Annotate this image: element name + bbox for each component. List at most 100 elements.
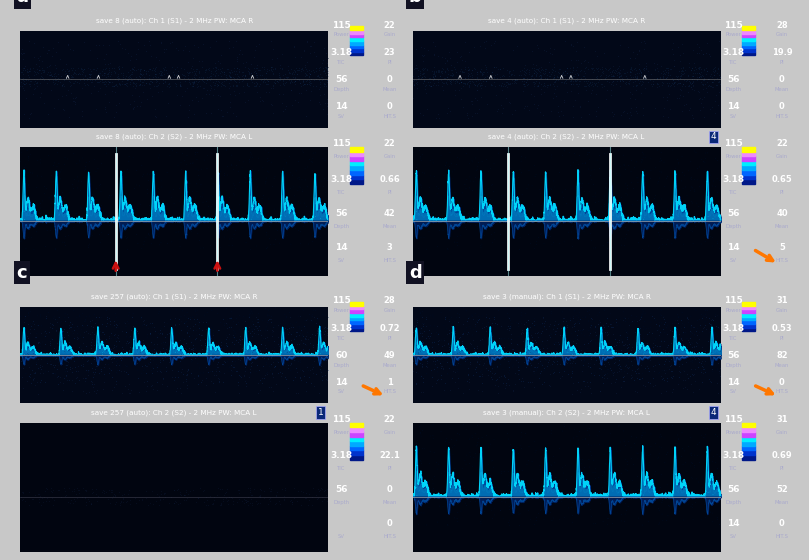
Point bbox=[685, 328, 698, 337]
Point bbox=[480, 64, 493, 73]
Point bbox=[671, 379, 684, 388]
Point bbox=[629, 386, 642, 395]
Point bbox=[706, 316, 719, 325]
Point bbox=[16, 384, 29, 393]
Point bbox=[206, 77, 219, 86]
Point bbox=[318, 341, 331, 350]
Point bbox=[239, 72, 252, 81]
Point bbox=[150, 332, 163, 341]
Point bbox=[463, 184, 476, 193]
Point bbox=[657, 337, 670, 346]
Point bbox=[519, 101, 532, 110]
Point bbox=[62, 201, 75, 210]
Point bbox=[530, 64, 543, 73]
Point bbox=[521, 73, 534, 82]
Point bbox=[300, 202, 313, 211]
Point bbox=[631, 345, 644, 354]
Text: 0: 0 bbox=[387, 485, 392, 494]
Point bbox=[83, 240, 96, 249]
Point bbox=[544, 329, 557, 338]
Point bbox=[711, 80, 724, 89]
Point bbox=[19, 360, 32, 369]
Point bbox=[474, 66, 487, 75]
Point bbox=[659, 346, 671, 354]
Point bbox=[609, 341, 622, 350]
Point bbox=[518, 80, 531, 89]
Point bbox=[254, 498, 267, 507]
Point bbox=[549, 222, 562, 231]
Point bbox=[307, 306, 320, 315]
Point bbox=[606, 77, 619, 86]
Point bbox=[278, 486, 291, 495]
Point bbox=[648, 194, 661, 203]
Point bbox=[218, 491, 231, 500]
Point bbox=[108, 353, 121, 362]
Point bbox=[560, 358, 573, 367]
Point bbox=[515, 466, 528, 475]
Point bbox=[204, 71, 217, 80]
Point bbox=[189, 306, 202, 315]
Point bbox=[663, 79, 676, 88]
Point bbox=[49, 354, 61, 363]
Point bbox=[548, 340, 561, 349]
Point bbox=[243, 338, 256, 347]
Point bbox=[565, 76, 578, 85]
Point bbox=[188, 74, 201, 83]
Point bbox=[131, 213, 144, 222]
Point bbox=[57, 75, 70, 84]
Point bbox=[73, 78, 86, 87]
Point bbox=[315, 362, 328, 371]
Point bbox=[84, 190, 97, 199]
Point bbox=[698, 320, 711, 329]
Point bbox=[313, 486, 326, 494]
Point bbox=[547, 80, 560, 89]
Point bbox=[197, 198, 210, 207]
Point bbox=[667, 357, 680, 366]
Point bbox=[618, 241, 631, 250]
Point bbox=[151, 377, 164, 386]
Point bbox=[543, 68, 556, 77]
Point bbox=[316, 63, 329, 72]
Point bbox=[36, 64, 49, 73]
Point bbox=[36, 338, 49, 347]
Point bbox=[599, 64, 612, 73]
Point bbox=[284, 329, 297, 338]
Point bbox=[32, 212, 45, 221]
Point bbox=[562, 228, 575, 237]
Point bbox=[168, 79, 181, 88]
Point bbox=[38, 333, 51, 342]
Point bbox=[96, 320, 109, 329]
Text: SV: SV bbox=[337, 389, 345, 394]
Point bbox=[693, 95, 705, 104]
Point bbox=[558, 305, 571, 314]
Point bbox=[239, 337, 252, 346]
Point bbox=[200, 217, 213, 226]
Point bbox=[604, 67, 616, 76]
Point bbox=[440, 434, 453, 443]
Point bbox=[490, 348, 503, 357]
Point bbox=[93, 338, 106, 347]
Point bbox=[77, 74, 90, 83]
Point bbox=[120, 348, 133, 357]
Point bbox=[464, 452, 477, 461]
Point bbox=[500, 83, 513, 92]
Point bbox=[666, 388, 679, 397]
Point bbox=[711, 332, 724, 341]
Point bbox=[113, 319, 126, 328]
Point bbox=[45, 171, 58, 180]
Point bbox=[589, 464, 602, 473]
Point bbox=[508, 348, 521, 357]
Point bbox=[681, 71, 694, 80]
Point bbox=[68, 97, 81, 106]
Point bbox=[34, 73, 47, 82]
Point bbox=[220, 488, 233, 497]
Point bbox=[567, 158, 580, 167]
Point bbox=[158, 337, 171, 346]
Point bbox=[684, 186, 697, 195]
Point bbox=[50, 315, 63, 324]
Point bbox=[58, 67, 71, 76]
Point bbox=[294, 348, 307, 357]
Point bbox=[61, 343, 74, 352]
Point bbox=[221, 357, 234, 366]
Point bbox=[688, 147, 701, 156]
